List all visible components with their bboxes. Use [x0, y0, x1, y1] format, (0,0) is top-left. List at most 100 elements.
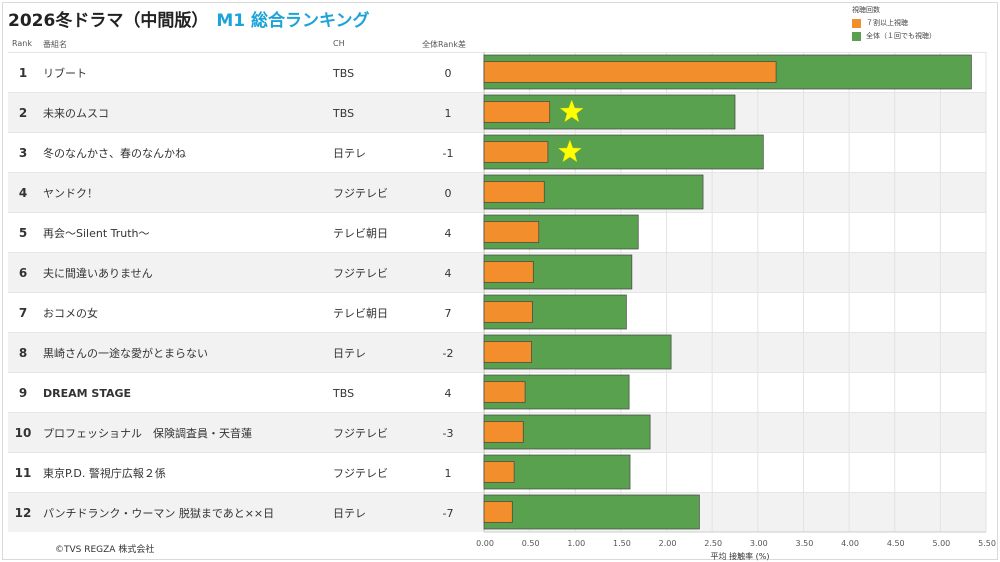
bar-overall — [483, 494, 700, 530]
legend-swatch-orange — [852, 18, 861, 28]
bar-top70 — [483, 141, 549, 163]
channel-cell: 日テレ — [333, 507, 366, 520]
rank-cell: 4 — [18, 186, 28, 200]
rank-cell: 9 — [18, 386, 28, 400]
x-tick-label: 0.50 — [522, 539, 540, 548]
star-icon — [559, 99, 584, 123]
program-name: 黒崎さんの一途な愛がとまらない — [43, 346, 208, 360]
table-row: 3 冬のなんかさ、春のなんかね 日テレ -1 — [8, 132, 483, 172]
legend-swatch-green — [852, 31, 861, 41]
program-name: パンチドランク・ウーマン 脱獄まであと××日 — [43, 506, 275, 520]
table-row: 4 ヤンドク！ フジテレビ 0 — [8, 172, 483, 212]
rank-cell: 1 — [18, 66, 28, 80]
rank-diff-cell: -3 — [442, 426, 454, 440]
channel-cell: TBS — [333, 66, 355, 80]
legend-label-overall: 全体（１回でも視聴） — [866, 32, 936, 40]
program-name: DREAM STAGE — [43, 386, 132, 400]
rank-cell: 11 — [14, 466, 32, 480]
table-row: 1 リブート TBS 0 — [8, 52, 483, 92]
rank-diff-cell: 1 — [444, 106, 452, 120]
bar-top70 — [483, 181, 545, 203]
rank-diff-cell: 1 — [444, 466, 452, 480]
program-name: 再会〜Silent Truth〜 — [43, 226, 150, 240]
legend: 視聴回数 ７割以上視聴 全体（１回でも視聴） — [852, 5, 936, 41]
rank-diff-cell: 4 — [444, 226, 452, 240]
table-row: 5 再会〜Silent Truth〜 テレビ朝日 4 — [8, 212, 483, 252]
rank-cell: 10 — [14, 426, 32, 440]
rank-cell: 6 — [18, 266, 28, 280]
legend-item-overall: 全体（１回でも視聴） — [852, 31, 936, 41]
bar-top70 — [483, 221, 540, 243]
program-name: リブート — [43, 66, 87, 80]
bar-top70 — [483, 341, 532, 363]
x-tick-label: 5.00 — [932, 539, 950, 548]
rank-diff-cell: 0 — [444, 66, 452, 80]
x-tick-label: 5.50 — [978, 539, 996, 548]
table-row: 2 未来のムスコ TBS 1 — [8, 92, 483, 132]
channel-cell: テレビ朝日 — [333, 307, 388, 320]
rank-diff-cell: -2 — [442, 346, 454, 360]
subtitle-text: M1 総合ランキング — [216, 11, 370, 31]
rank-diff-cell: 4 — [444, 266, 452, 280]
bar-top70 — [483, 421, 524, 443]
header-channel: CH — [333, 39, 345, 48]
channel-cell: テレビ朝日 — [333, 227, 388, 240]
x-tick-label: 1.50 — [613, 539, 631, 548]
bar-top70 — [483, 261, 534, 283]
header-rank-diff: 全体Rank差 — [422, 40, 466, 49]
x-tick-label: 2.50 — [704, 539, 722, 548]
program-name: 冬のなんかさ、春のなんかね — [43, 146, 186, 160]
table-row: 8 黒崎さんの一途な愛がとまらない 日テレ -2 — [8, 332, 483, 372]
rank-cell: 8 — [18, 346, 28, 360]
channel-cell: 日テレ — [333, 147, 366, 160]
channel-cell: フジテレビ — [333, 467, 388, 480]
legend-title: 視聴回数 — [852, 6, 880, 14]
bar-top70 — [483, 61, 777, 83]
table-row: 7 おコメの女 テレビ朝日 7 — [8, 292, 483, 332]
program-name: ヤンドク！ — [43, 186, 98, 200]
bar-top70 — [483, 461, 515, 483]
rank-cell: 7 — [18, 306, 28, 320]
channel-cell: 日テレ — [333, 347, 366, 360]
rank-diff-cell: -1 — [442, 146, 454, 160]
table-row: 6 夫に間違いありません フジテレビ 4 — [8, 252, 483, 292]
x-tick-label: 4.00 — [841, 539, 859, 548]
rank-cell: 3 — [18, 146, 28, 160]
channel-cell: フジテレビ — [333, 267, 388, 280]
x-tick-label: 4.50 — [887, 539, 905, 548]
bar-top70 — [483, 381, 526, 403]
rank-diff-cell: 7 — [444, 306, 452, 320]
rank-diff-cell: -7 — [442, 506, 454, 520]
channel-cell: フジテレビ — [333, 187, 388, 200]
program-name: おコメの女 — [43, 306, 98, 320]
x-tick-label: 3.50 — [796, 539, 814, 548]
rank-diff-cell: 0 — [444, 186, 452, 200]
program-name: 東京P.D. 警視庁広報２係 — [43, 466, 166, 480]
copyright-footer: ©TVS REGZA 株式会社 — [55, 545, 155, 555]
bar-top70 — [483, 301, 533, 323]
legend-item-top70: ７割以上視聴 — [852, 18, 936, 28]
table-row: 9 DREAM STAGE TBS 4 — [8, 372, 483, 412]
table-row: 12 パンチドランク・ウーマン 脱獄まであと××日 日テレ -7 — [8, 492, 483, 532]
bar-top70 — [483, 101, 551, 123]
rank-cell: 5 — [18, 226, 28, 240]
table-row: 10 プロフェッショナル 保険調査員・天音蓮 フジテレビ -3 — [8, 412, 483, 452]
title-text: 2026冬ドラマ（中間版） — [8, 11, 209, 31]
program-name: 未来のムスコ — [43, 106, 109, 120]
x-tick-label: 1.00 — [567, 539, 585, 548]
channel-cell: TBS — [333, 386, 355, 400]
legend-label-top70: ７割以上視聴 — [866, 19, 908, 27]
rank-cell: 2 — [18, 106, 28, 120]
program-name: 夫に間違いありません — [43, 266, 153, 280]
bar-top70 — [483, 501, 513, 523]
x-tick-label: 2.00 — [659, 539, 677, 548]
x-tick-label: 3.00 — [750, 539, 768, 548]
x-tick-label: 0.00 — [476, 539, 494, 548]
x-axis-label: 平均 接触率 (%) — [711, 551, 770, 561]
page-title: 2026冬ドラマ（中間版） M1 総合ランキング — [8, 6, 369, 31]
star-icon — [557, 139, 582, 163]
table-row: 11 東京P.D. 警視庁広報２係 フジテレビ 1 — [8, 452, 483, 492]
channel-cell: フジテレビ — [333, 427, 388, 440]
